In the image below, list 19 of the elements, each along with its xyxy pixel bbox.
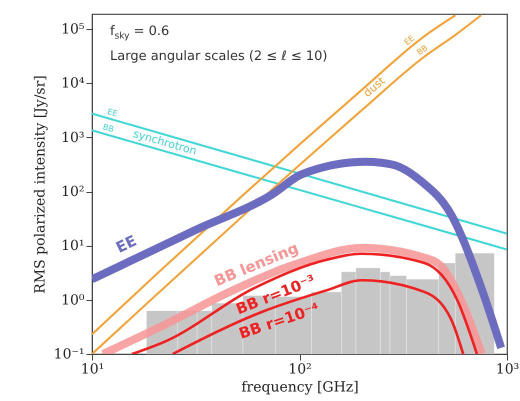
x-tick-label: 10¹ xyxy=(80,362,104,378)
text: BB xyxy=(415,43,430,57)
y-tick-label: 10⁴ xyxy=(61,76,85,92)
x-tick-label: 10² xyxy=(288,362,312,378)
x-axis-title: frequency [GHz] xyxy=(241,380,359,396)
y-tick-label: 10¹ xyxy=(61,238,84,254)
y-tick-label: 10⁵ xyxy=(61,22,85,38)
text: EE xyxy=(106,107,119,118)
y-tick-label: 10³ xyxy=(61,130,84,146)
text: EE xyxy=(402,34,416,48)
y-axis-title: RMS polarized intensity [Jy/sr] xyxy=(32,75,49,294)
x-tick-label: 10³ xyxy=(496,362,520,378)
y-tick-label: 10² xyxy=(61,184,84,200)
text: BB xyxy=(102,122,115,134)
y-tick-label: 10⁰ xyxy=(61,292,85,308)
text: EE xyxy=(113,232,140,257)
y-tick-label: 10⁻¹ xyxy=(54,346,84,362)
annotation: Large angular scales (2 ≤ ℓ ≤ 10) xyxy=(110,48,328,66)
annotation: f$_{sky}$ = 0.6 xyxy=(110,23,170,44)
